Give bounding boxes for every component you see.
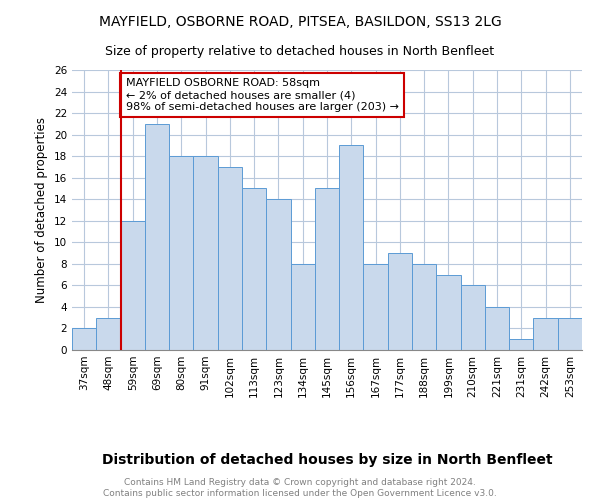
Bar (485, 307, 509, 350)
Bar (72, 328, 96, 350)
X-axis label: Distribution of detached houses by size in North Benfleet: Distribution of detached houses by size … (101, 452, 553, 466)
Bar (364, 264, 388, 350)
Bar (388, 253, 412, 350)
Bar (315, 188, 339, 350)
Bar (169, 156, 193, 350)
Bar (533, 318, 558, 350)
Bar (193, 156, 218, 350)
Bar (218, 167, 242, 350)
Bar (436, 274, 461, 350)
Bar (509, 339, 533, 350)
Y-axis label: Number of detached properties: Number of detached properties (35, 117, 49, 303)
Bar (558, 318, 582, 350)
Bar (145, 124, 169, 350)
Bar (266, 199, 290, 350)
Bar (339, 146, 364, 350)
Bar (290, 264, 315, 350)
Text: MAYFIELD OSBORNE ROAD: 58sqm
← 2% of detached houses are smaller (4)
98% of semi: MAYFIELD OSBORNE ROAD: 58sqm ← 2% of det… (125, 78, 398, 112)
Text: Size of property relative to detached houses in North Benfleet: Size of property relative to detached ho… (106, 45, 494, 58)
Text: Contains HM Land Registry data © Crown copyright and database right 2024.
Contai: Contains HM Land Registry data © Crown c… (103, 478, 497, 498)
Bar (121, 221, 145, 350)
Bar (242, 188, 266, 350)
Bar (461, 286, 485, 350)
Text: MAYFIELD, OSBORNE ROAD, PITSEA, BASILDON, SS13 2LG: MAYFIELD, OSBORNE ROAD, PITSEA, BASILDON… (98, 15, 502, 29)
Bar (96, 318, 121, 350)
Bar (412, 264, 436, 350)
